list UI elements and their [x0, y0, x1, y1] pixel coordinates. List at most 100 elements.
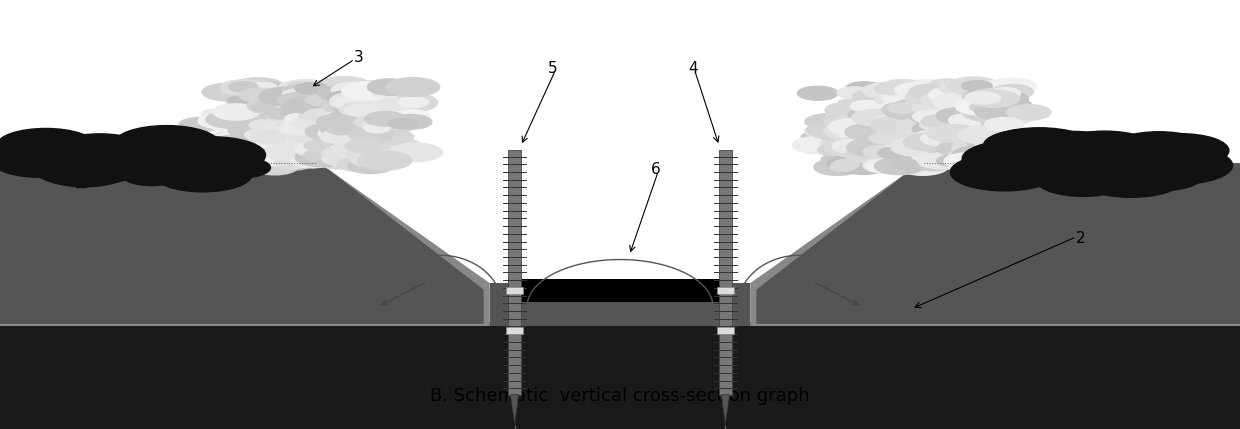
Circle shape: [880, 101, 914, 113]
Circle shape: [226, 97, 262, 109]
Circle shape: [916, 84, 950, 95]
Circle shape: [965, 106, 996, 117]
Circle shape: [243, 93, 288, 109]
Circle shape: [310, 147, 343, 158]
Circle shape: [1021, 131, 1126, 168]
Circle shape: [269, 91, 319, 109]
Circle shape: [882, 103, 921, 116]
Circle shape: [965, 92, 1001, 104]
Circle shape: [320, 149, 353, 161]
Circle shape: [27, 149, 118, 181]
Circle shape: [951, 139, 1003, 157]
Circle shape: [825, 116, 858, 128]
Circle shape: [1120, 134, 1213, 166]
Circle shape: [1122, 146, 1233, 184]
Circle shape: [326, 97, 362, 109]
Circle shape: [905, 155, 944, 169]
Circle shape: [923, 118, 955, 129]
Circle shape: [198, 114, 241, 128]
Circle shape: [285, 114, 312, 123]
Circle shape: [394, 110, 430, 122]
Circle shape: [1018, 150, 1100, 178]
Circle shape: [151, 136, 213, 158]
Circle shape: [949, 146, 983, 158]
Circle shape: [190, 165, 249, 186]
Circle shape: [874, 93, 913, 106]
Circle shape: [304, 141, 332, 151]
Circle shape: [978, 91, 1028, 108]
Circle shape: [64, 149, 126, 170]
Circle shape: [888, 84, 940, 103]
Circle shape: [950, 118, 1003, 137]
Circle shape: [76, 140, 143, 163]
Circle shape: [895, 155, 941, 171]
Circle shape: [249, 154, 301, 172]
Circle shape: [250, 141, 299, 157]
Circle shape: [306, 151, 352, 167]
Circle shape: [919, 161, 946, 171]
Circle shape: [143, 148, 218, 174]
Circle shape: [839, 125, 893, 144]
Circle shape: [941, 136, 972, 147]
Circle shape: [231, 78, 285, 97]
Circle shape: [252, 82, 277, 91]
Circle shape: [253, 140, 288, 152]
Circle shape: [239, 88, 279, 102]
Circle shape: [286, 106, 319, 116]
Circle shape: [835, 139, 870, 151]
Circle shape: [317, 86, 361, 101]
Circle shape: [982, 130, 1017, 143]
Circle shape: [274, 146, 316, 161]
Circle shape: [930, 112, 981, 130]
Circle shape: [1110, 145, 1209, 178]
Circle shape: [936, 108, 981, 124]
Circle shape: [324, 118, 373, 136]
Circle shape: [281, 101, 314, 113]
Circle shape: [965, 126, 991, 135]
Circle shape: [373, 89, 399, 98]
Circle shape: [864, 113, 910, 129]
Circle shape: [841, 146, 879, 159]
Circle shape: [842, 160, 885, 175]
Circle shape: [357, 151, 412, 170]
Circle shape: [949, 146, 1003, 165]
Circle shape: [981, 104, 1009, 114]
Circle shape: [835, 115, 874, 130]
Bar: [508, 150, 521, 395]
Circle shape: [924, 112, 968, 127]
Circle shape: [863, 83, 909, 99]
Bar: [1154, 163, 1164, 187]
Circle shape: [308, 145, 345, 157]
Circle shape: [306, 94, 361, 112]
Circle shape: [295, 141, 341, 157]
Text: 4: 4: [688, 61, 698, 76]
Circle shape: [825, 102, 870, 118]
Circle shape: [967, 154, 994, 163]
Circle shape: [895, 118, 946, 136]
Circle shape: [913, 99, 960, 115]
Circle shape: [941, 109, 976, 121]
Circle shape: [327, 90, 376, 107]
Circle shape: [990, 88, 1021, 99]
Circle shape: [258, 133, 294, 145]
Circle shape: [322, 147, 362, 160]
Circle shape: [1131, 133, 1229, 168]
Circle shape: [852, 146, 878, 155]
Circle shape: [873, 124, 928, 142]
Circle shape: [365, 124, 391, 133]
Circle shape: [955, 145, 982, 155]
Circle shape: [970, 102, 1002, 113]
Circle shape: [305, 124, 346, 138]
Circle shape: [291, 154, 330, 168]
Bar: [0, 0, 316, 163]
Circle shape: [299, 112, 325, 121]
Circle shape: [146, 160, 208, 181]
Circle shape: [950, 128, 996, 144]
Circle shape: [874, 157, 924, 175]
Circle shape: [873, 142, 909, 155]
Circle shape: [949, 125, 1003, 144]
Polygon shape: [722, 395, 729, 425]
Circle shape: [253, 132, 301, 148]
Circle shape: [86, 156, 143, 175]
Circle shape: [353, 150, 387, 162]
